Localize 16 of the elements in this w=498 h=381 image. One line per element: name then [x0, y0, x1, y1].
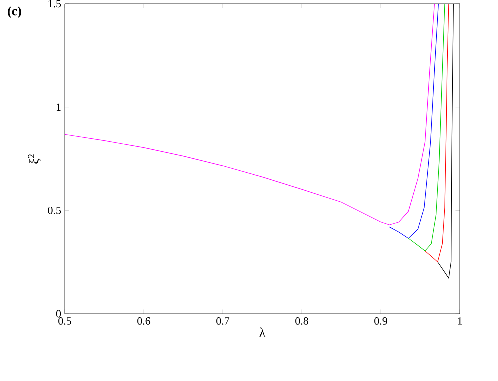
text: (c)	[8, 6, 22, 18]
line-series	[424, 4, 450, 262]
x-tick-label: 0.8	[296, 318, 308, 325]
x-tick-label: 0.6	[138, 318, 151, 325]
y-tick-label: 0	[56, 310, 62, 318]
line-series	[408, 4, 446, 252]
x-tick-label: 1	[458, 318, 462, 325]
line-series	[389, 4, 439, 239]
y-axis-title: ξ$^{2}$	[28, 154, 41, 164]
x-axis-title: λ	[260, 328, 266, 337]
line-series	[65, 4, 436, 226]
x-tick-label: 0.9	[374, 318, 388, 325]
y-tick-label: 1	[56, 104, 61, 111]
x-tick-label: 0.7	[216, 318, 230, 325]
y-tick-label: 0.5	[48, 206, 62, 214]
y-tick-label: 1.5	[48, 0, 62, 8]
